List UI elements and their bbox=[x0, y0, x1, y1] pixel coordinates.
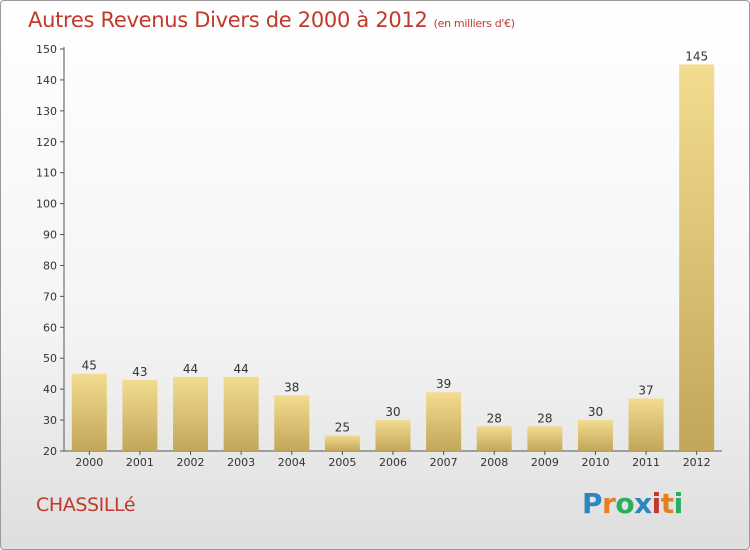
bar bbox=[527, 426, 563, 451]
chart-title-text: Autres Revenus Divers de 2000 à 2012 bbox=[28, 8, 428, 32]
bar bbox=[274, 395, 310, 451]
bar bbox=[122, 379, 158, 451]
data-label: 38 bbox=[284, 380, 299, 394]
data-label: 28 bbox=[537, 411, 552, 425]
city-name: CHASSILLé bbox=[36, 494, 136, 516]
bar bbox=[426, 392, 462, 451]
data-label: 30 bbox=[385, 405, 400, 419]
x-tick-label: 2001 bbox=[126, 456, 154, 469]
bar bbox=[679, 64, 715, 451]
chart-unit: (en milliers d'€) bbox=[433, 17, 515, 30]
x-tick-label: 2007 bbox=[430, 456, 458, 469]
x-tick-label: 2009 bbox=[531, 456, 559, 469]
y-tick-label: 80 bbox=[43, 259, 57, 272]
y-tick-label: 90 bbox=[43, 229, 57, 242]
bar bbox=[628, 398, 664, 451]
data-label: 30 bbox=[588, 405, 603, 419]
y-tick-label: 110 bbox=[36, 167, 57, 180]
data-label: 44 bbox=[183, 362, 198, 376]
logo-letter: i bbox=[673, 487, 684, 520]
x-tick-label: 2010 bbox=[581, 456, 609, 469]
x-tick-label: 2012 bbox=[683, 456, 711, 469]
data-label: 28 bbox=[487, 411, 502, 425]
data-label: 44 bbox=[234, 362, 249, 376]
proxiti-logo: Proxiti bbox=[582, 487, 683, 520]
logo-letter: o bbox=[615, 487, 635, 520]
y-tick-label: 50 bbox=[43, 352, 57, 365]
bar bbox=[71, 373, 107, 451]
x-tick-label: 2002 bbox=[177, 456, 205, 469]
y-tick-label: 150 bbox=[36, 43, 57, 56]
y-tick-label: 40 bbox=[43, 383, 57, 396]
data-label: 37 bbox=[638, 383, 653, 397]
logo-letter: x bbox=[634, 487, 652, 520]
logo-letter: P bbox=[582, 487, 603, 520]
bar bbox=[173, 376, 209, 451]
logo-letter: r bbox=[602, 487, 616, 520]
x-tick-label: 2000 bbox=[75, 456, 103, 469]
chart-title: Autres Revenus Divers de 2000 à 2012 (en … bbox=[28, 8, 515, 32]
data-label: 39 bbox=[436, 377, 451, 391]
y-tick-label: 70 bbox=[43, 290, 57, 303]
data-label: 45 bbox=[82, 359, 97, 373]
logo-letter: t bbox=[660, 487, 674, 520]
y-tick-label: 140 bbox=[36, 74, 57, 87]
y-tick-label: 100 bbox=[36, 198, 57, 211]
y-tick-label: 130 bbox=[36, 105, 57, 118]
bar bbox=[577, 420, 613, 451]
data-label: 43 bbox=[132, 365, 147, 379]
x-tick-label: 2005 bbox=[328, 456, 356, 469]
bar bbox=[375, 420, 411, 451]
x-tick-label: 2006 bbox=[379, 456, 407, 469]
y-tick-label: 60 bbox=[43, 321, 57, 334]
bar bbox=[223, 376, 259, 451]
y-tick-label: 30 bbox=[43, 414, 57, 427]
logo-letter: i bbox=[651, 487, 662, 520]
y-tick-label: 20 bbox=[43, 445, 57, 458]
y-tick-label: 120 bbox=[36, 136, 57, 149]
x-tick-label: 2003 bbox=[227, 456, 255, 469]
bar bbox=[324, 435, 360, 451]
data-label: 25 bbox=[335, 421, 350, 435]
data-label: 145 bbox=[685, 49, 708, 63]
bar bbox=[476, 426, 512, 451]
x-tick-label: 2011 bbox=[632, 456, 660, 469]
x-tick-label: 2004 bbox=[278, 456, 306, 469]
x-tick-label: 2008 bbox=[480, 456, 508, 469]
